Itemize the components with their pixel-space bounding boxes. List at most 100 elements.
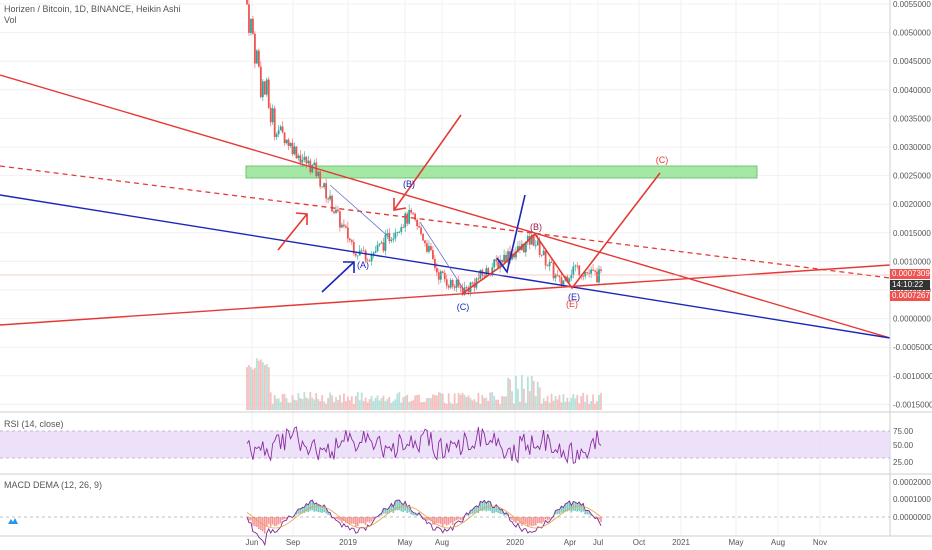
candle-body bbox=[572, 266, 575, 275]
volume-bar bbox=[493, 395, 496, 410]
macd-hist-bar bbox=[441, 517, 444, 527]
volume-bar bbox=[343, 393, 345, 410]
candle-body bbox=[329, 195, 331, 200]
volume-bar bbox=[578, 403, 581, 410]
macd-hist-bar bbox=[515, 517, 517, 523]
macd-hist-bar bbox=[394, 501, 397, 511]
candle-body bbox=[424, 240, 426, 244]
macd-hist-bar bbox=[598, 517, 600, 520]
volume-bar bbox=[323, 401, 326, 410]
candle-body bbox=[457, 279, 460, 287]
macd-hist-bar bbox=[529, 517, 531, 526]
wave-label-a: (A) bbox=[357, 260, 369, 270]
macd-hist-bar bbox=[534, 517, 537, 526]
candle-body bbox=[350, 240, 353, 243]
candle-body bbox=[554, 274, 557, 279]
macd-hist-bar bbox=[519, 517, 521, 524]
candle-body bbox=[279, 126, 282, 131]
volume-bar bbox=[437, 392, 440, 410]
macd-tick-label: 0.0002000 bbox=[893, 478, 931, 487]
macd-hist-bar bbox=[440, 517, 442, 525]
candle-body bbox=[437, 272, 440, 280]
volume-bar bbox=[536, 381, 539, 410]
candle-body bbox=[293, 146, 296, 155]
macd-hist-bar bbox=[325, 508, 327, 514]
volume-bar bbox=[418, 394, 420, 410]
candle-body bbox=[584, 272, 587, 277]
volume-bar bbox=[550, 393, 553, 410]
macd-title: MACD DEMA (12, 26, 9) bbox=[4, 480, 103, 490]
candle-body bbox=[319, 171, 322, 187]
volume-bar bbox=[309, 392, 312, 410]
macd-hist-bar bbox=[455, 517, 458, 521]
volume-bar bbox=[303, 392, 306, 410]
candle-body bbox=[295, 146, 298, 159]
volume-bar bbox=[337, 399, 339, 410]
volume-bar bbox=[396, 393, 399, 410]
candle-body bbox=[422, 233, 424, 241]
macd-hist-bar bbox=[457, 517, 460, 520]
macd-hist-bar bbox=[295, 511, 298, 515]
candle-body bbox=[313, 162, 316, 165]
macd-hist-bar bbox=[467, 514, 470, 516]
macd-hist-bar bbox=[475, 505, 478, 513]
volume-bar bbox=[582, 392, 585, 410]
macd-hist-bar bbox=[438, 517, 440, 524]
red-dashed-trend-line bbox=[0, 165, 891, 279]
macd-axis: 0.0002000 0.0001000 0.0000000 bbox=[893, 478, 931, 522]
volume-bar bbox=[431, 394, 434, 410]
volume-bar bbox=[426, 397, 428, 410]
candle-body bbox=[544, 250, 547, 266]
volume-bar bbox=[372, 400, 375, 410]
candle-body bbox=[453, 286, 456, 288]
volume-bar bbox=[321, 395, 324, 410]
candle-body bbox=[303, 156, 306, 160]
macd-signal-line bbox=[246, 505, 602, 529]
volume-bar bbox=[356, 392, 359, 410]
candle-body bbox=[497, 261, 500, 268]
macd-hist-bar bbox=[260, 517, 262, 531]
time-tick-label: Jun bbox=[245, 538, 259, 547]
macd-hist-bar bbox=[493, 507, 496, 514]
candle-body bbox=[540, 254, 543, 256]
red-downtrend-line bbox=[0, 74, 891, 339]
volume-bar bbox=[596, 401, 598, 410]
tradingview-logo-icon[interactable] bbox=[6, 516, 20, 525]
macd-hist-bar bbox=[311, 500, 314, 511]
candle-body bbox=[305, 156, 308, 164]
macd-hist-bar bbox=[578, 502, 581, 512]
macd-hist-bar bbox=[570, 505, 573, 513]
volume-bar bbox=[252, 369, 254, 410]
candle-body bbox=[528, 235, 531, 245]
low-price-tag: 0.0007267 bbox=[890, 291, 930, 301]
macd-hist-bar bbox=[564, 503, 567, 512]
macd-hist-bar bbox=[339, 517, 341, 521]
volume-bar bbox=[515, 375, 517, 410]
volume-bar bbox=[546, 395, 549, 410]
volume-bar bbox=[483, 398, 486, 410]
volume-bar bbox=[505, 396, 507, 410]
volume-bar bbox=[526, 376, 529, 410]
volume-bar bbox=[291, 395, 294, 410]
volume-bar bbox=[265, 364, 268, 410]
macd-hist-bar bbox=[323, 505, 325, 513]
candle-body bbox=[398, 231, 401, 233]
candle-body bbox=[592, 269, 594, 271]
volume-bar bbox=[463, 394, 466, 410]
candle-body bbox=[259, 66, 262, 98]
candle-body bbox=[382, 242, 385, 251]
resistance-zone bbox=[245, 165, 758, 179]
volume-bar bbox=[600, 392, 602, 410]
macd-hist-bar bbox=[584, 510, 586, 515]
volume-label: Vol bbox=[4, 15, 17, 25]
macd-hist-bar bbox=[366, 517, 369, 522]
candle-body bbox=[410, 209, 413, 213]
candle-body bbox=[598, 269, 600, 283]
candle-body bbox=[526, 235, 529, 242]
candle-body bbox=[465, 287, 468, 289]
volume-bar bbox=[424, 401, 426, 410]
macd-hist-bar bbox=[269, 517, 272, 527]
candle-body bbox=[380, 242, 383, 244]
candle-body bbox=[335, 209, 337, 213]
